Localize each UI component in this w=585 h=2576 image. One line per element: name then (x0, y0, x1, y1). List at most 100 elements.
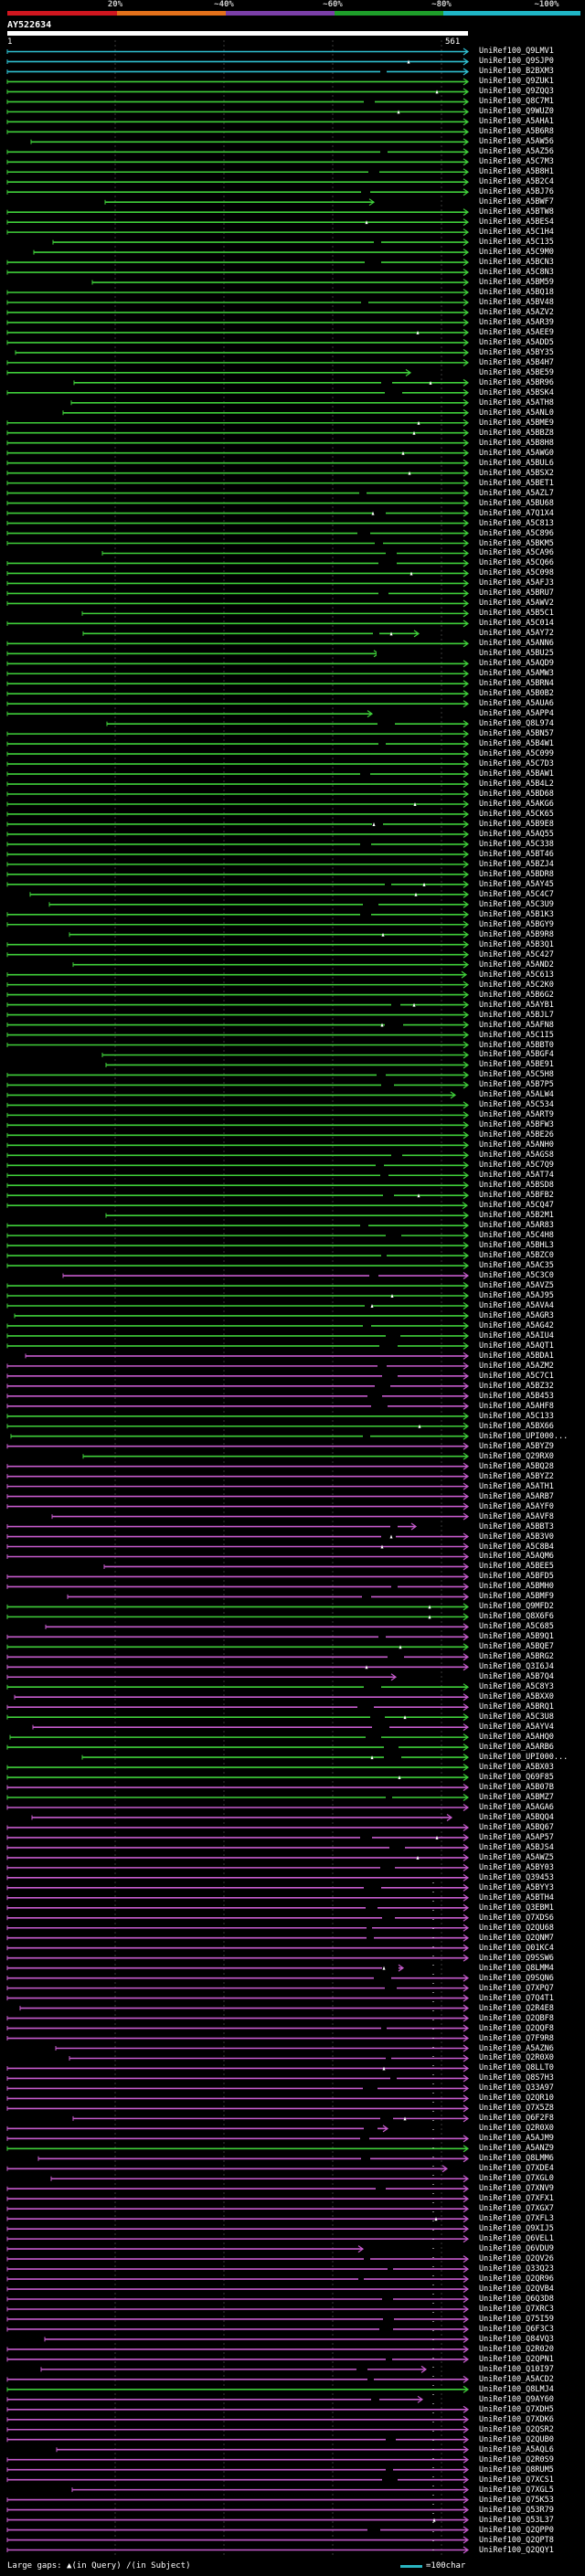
hit-label[interactable]: UniRef100_Q7XGL5 (479, 2485, 554, 2495)
hit-label[interactable]: UniRef100_A5BUL6 (479, 458, 554, 468)
hit-label[interactable]: UniRef100_A5B9Q1 (479, 1632, 554, 1642)
hit-label[interactable]: UniRef100_A5C613 (479, 970, 554, 980)
hit-label[interactable]: UniRef100_A5C4H8 (479, 1231, 554, 1241)
hit-label[interactable]: UniRef100_A5C8B4 (479, 1542, 554, 1552)
hit-label[interactable]: UniRef100_A5BSD8 (479, 1181, 554, 1191)
hit-label[interactable]: UniRef100_A5BQ18 (479, 288, 554, 297)
hit-label[interactable]: UniRef100_Q9MFD2 (479, 1602, 554, 1612)
hit-label[interactable]: UniRef100_A5BBT0 (479, 1040, 554, 1050)
hit-label[interactable]: UniRef100_A5BRN4 (479, 679, 554, 689)
hit-label[interactable]: UniRef100_A5C896 (479, 528, 554, 538)
hit-label[interactable]: UniRef100_A5BXX0 (479, 1692, 554, 1702)
hit-label[interactable]: UniRef100_A5BHL3 (479, 1241, 554, 1251)
hit-label[interactable]: UniRef100_A5BJL7 (479, 1010, 554, 1020)
hit-label[interactable]: UniRef100_Q2QR10 (479, 2094, 554, 2104)
hit-label[interactable]: UniRef100_Q6F3C3 (479, 2324, 554, 2334)
hit-label[interactable]: UniRef100_Q10I97 (479, 2364, 554, 2374)
hit-label[interactable]: UniRef100_A5C685 (479, 1622, 554, 1632)
hit-label[interactable]: UniRef100_Q7XDS6 (479, 1913, 554, 1923)
hit-label[interactable]: UniRef100_Q7XFX1 (479, 2194, 554, 2204)
hit-label[interactable]: UniRef100_A5AND2 (479, 959, 554, 970)
hit-label[interactable]: UniRef100_A5AUA6 (479, 699, 554, 709)
hit-label[interactable]: UniRef100_A5B7Q4 (479, 1672, 554, 1682)
hit-label[interactable]: UniRef100_A5AYF0 (479, 1501, 554, 1511)
hit-label[interactable]: UniRef100_Q6F2F8 (479, 2114, 554, 2124)
hit-label[interactable]: UniRef100_A5C8Y3 (479, 1682, 554, 1692)
hit-label[interactable]: UniRef100_Q69F85 (479, 1773, 554, 1783)
hit-label[interactable]: UniRef100_A5B453 (479, 1391, 554, 1401)
hit-label[interactable]: UniRef100_Q3I6J4 (479, 1662, 554, 1672)
hit-label[interactable]: UniRef100_Q7F9R8 (479, 2033, 554, 2043)
hit-label[interactable]: UniRef100_A5AJ95 (479, 1291, 554, 1300)
hit-label[interactable]: UniRef100_Q29RX0 (479, 1451, 554, 1461)
hit-label[interactable]: UniRef100_Q2QNM7 (479, 1933, 554, 1943)
hit-label[interactable]: UniRef100_A5BGF4 (479, 1050, 554, 1060)
hit-label[interactable]: UniRef100_Q6VDU9 (479, 2244, 554, 2254)
hit-label[interactable]: UniRef100_A5CK65 (479, 809, 554, 819)
hit-label[interactable]: UniRef100_A5AJM9 (479, 2134, 554, 2144)
hit-label[interactable]: UniRef100_A5AQD9 (479, 659, 554, 669)
hit-label[interactable]: UniRef100_Q6VEL1 (479, 2234, 554, 2244)
hit-label[interactable]: UniRef100_A5BX66 (479, 1421, 554, 1431)
hit-label[interactable]: UniRef100_A5BSK4 (479, 387, 554, 398)
hit-label[interactable]: UniRef100_Q7XPQ7 (479, 1983, 554, 1993)
hit-label[interactable]: UniRef100_Q2R0X0 (479, 2053, 554, 2063)
hit-label[interactable]: UniRef100_A5AHF8 (479, 1401, 554, 1411)
hit-label[interactable]: UniRef100_A5BU25 (479, 649, 554, 659)
hit-label[interactable]: UniRef100_A5AG42 (479, 1320, 554, 1330)
hit-label[interactable]: UniRef100_A5BZJ4 (479, 859, 554, 869)
hit-label[interactable]: UniRef100_A5BMZ7 (479, 1793, 554, 1802)
hit-label[interactable]: UniRef100_A5C7D3 (479, 759, 554, 769)
hit-label[interactable]: UniRef100_Q2QSR2 (479, 2424, 554, 2434)
hit-label[interactable]: UniRef100_A5BR96 (479, 377, 554, 387)
hit-label[interactable]: UniRef100_Q8LMJ4 (479, 2384, 554, 2394)
hit-label[interactable]: UniRef100_Q2R020 (479, 2344, 554, 2354)
hit-label[interactable]: UniRef100_A5AYV4 (479, 1723, 554, 1733)
hit-label[interactable]: UniRef100_A5BV48 (479, 297, 554, 307)
hit-label[interactable]: UniRef100_A5AHA1 (479, 117, 554, 127)
hit-label[interactable]: UniRef100_Q9SQN6 (479, 1973, 554, 1983)
hit-label[interactable]: UniRef100_A5C8N3 (479, 268, 554, 278)
hit-label[interactable]: UniRef100_A5BTH4 (479, 1892, 554, 1903)
hit-label[interactable]: UniRef100_A5C427 (479, 949, 554, 959)
hit-label[interactable]: UniRef100_A5AMW3 (479, 669, 554, 679)
hit-label[interactable]: UniRef100_A5B8H1 (479, 167, 554, 177)
hit-label[interactable]: UniRef100_A5ANN6 (479, 639, 554, 649)
hit-label[interactable]: UniRef100_A5AT74 (479, 1171, 554, 1181)
hit-label[interactable]: UniRef100_Q7XGX7 (479, 2204, 554, 2214)
hit-label[interactable]: UniRef100_Q7XDH5 (479, 2404, 554, 2414)
hit-label[interactable]: UniRef100_A5B4W1 (479, 739, 554, 749)
hit-label[interactable]: UniRef100_Q2QQY1 (479, 2545, 554, 2555)
hit-label[interactable]: UniRef100_A5AGA6 (479, 1802, 554, 1812)
hit-label[interactable]: UniRef100_Q8LLT0 (479, 2063, 554, 2073)
hit-label[interactable]: UniRef100_Q7XDK6 (479, 2414, 554, 2424)
hit-label[interactable]: UniRef100_A5BQ67 (479, 1822, 554, 1832)
hit-label[interactable]: UniRef100_A5B4H7 (479, 357, 554, 367)
hit-label[interactable]: UniRef100_A5AFN8 (479, 1020, 554, 1030)
hit-label[interactable]: UniRef100_A5AR39 (479, 317, 554, 327)
hit-label[interactable]: UniRef100_A5C7M3 (479, 157, 554, 167)
hit-label[interactable]: UniRef100_A5B6G2 (479, 990, 554, 1000)
hit-label[interactable]: UniRef100_A5BWF7 (479, 197, 554, 207)
hit-label[interactable]: UniRef100_Q8L974 (479, 719, 554, 729)
hit-label[interactable]: UniRef100_A5C3U8 (479, 1712, 554, 1723)
hit-label[interactable]: UniRef100_A5ATH8 (479, 398, 554, 408)
hit-label[interactable]: UniRef100_A5BQQ4 (479, 1812, 554, 1822)
hit-label[interactable]: UniRef100_A5BYY3 (479, 1882, 554, 1892)
hit-label[interactable]: UniRef100_Q33A97 (479, 2083, 554, 2094)
hit-label[interactable]: UniRef100_A5BE26 (479, 1130, 554, 1140)
hit-label[interactable]: UniRef100_Q2QV26 (479, 2254, 554, 2264)
hit-label[interactable]: UniRef100_A5BGY9 (479, 919, 554, 929)
hit-label[interactable]: UniRef100_Q7XRC3 (479, 2304, 554, 2314)
hit-label[interactable]: UniRef100_A5CA96 (479, 548, 554, 558)
hit-label[interactable]: UniRef100_A5BX03 (479, 1763, 554, 1773)
hit-label[interactable]: UniRef100_Q9AY60 (479, 2394, 554, 2404)
hit-label[interactable]: UniRef100_Q9SSW6 (479, 1953, 554, 1963)
hit-label[interactable]: UniRef100_A5B1K3 (479, 909, 554, 919)
hit-label[interactable]: UniRef100_A5B8H8 (479, 438, 554, 448)
hit-label[interactable]: UniRef100_A5B2C4 (479, 177, 554, 187)
hit-label[interactable]: UniRef100_A5BKM5 (479, 538, 554, 548)
hit-label[interactable]: UniRef100_A5BMH0 (479, 1582, 554, 1592)
hit-label[interactable]: UniRef100_A5BET1 (479, 478, 554, 488)
hit-label[interactable]: UniRef100_A5C7Q9 (479, 1161, 554, 1171)
